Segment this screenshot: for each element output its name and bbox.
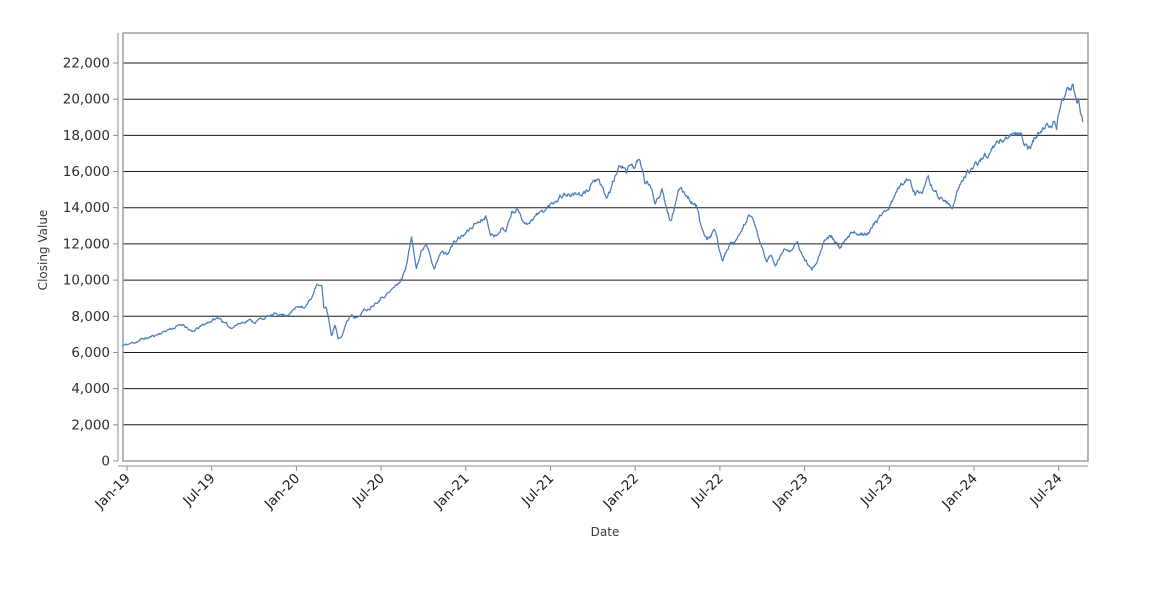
plot-border: [122, 32, 1089, 462]
y-tick-label: 16,000: [63, 164, 110, 180]
x-tick-label: Jan-23: [769, 471, 811, 513]
y-tick-label: 10,000: [63, 273, 110, 289]
x-tick-label: Jul-20: [349, 471, 388, 510]
data-series-line: [122, 83, 1084, 347]
y-tick-label: 12,000: [63, 236, 110, 252]
y-tick-label: 14,000: [63, 200, 110, 216]
y-tick-label: 6,000: [71, 345, 110, 361]
y-tick-label: 2,000: [71, 417, 110, 433]
x-tick-label: Jul-23: [857, 471, 896, 510]
x-tick-label: Jul-21: [518, 471, 557, 510]
y-tick-label: 0: [101, 454, 110, 470]
y-tick-label: 20,000: [63, 92, 110, 108]
x-tick-label: Jul-24: [1026, 471, 1065, 510]
x-tick-label: Jul-22: [688, 471, 727, 510]
x-tick-label: Jul-19: [179, 471, 218, 510]
chart-generated-layer: 0 2,000 4,000 6,000 8,000 10,000 12,000 14,000 1…: [63, 32, 1089, 513]
x-axis-title: Date: [591, 525, 620, 539]
y-tick-label: 8,000: [71, 309, 110, 325]
y-axis-title: Closing Value: [36, 210, 50, 291]
y-tick-label: 22,000: [63, 56, 110, 72]
x-tick-label: Jan-22: [600, 471, 642, 513]
x-tick-label: Jan-19: [91, 471, 133, 513]
x-tick-label: Jan-21: [430, 471, 472, 513]
x-tick-label: Jan-20: [261, 471, 303, 513]
y-tick-label: 18,000: [63, 128, 110, 144]
x-tick-label: Jan-24: [938, 471, 980, 513]
y-tick-label: 4,000: [71, 381, 110, 397]
